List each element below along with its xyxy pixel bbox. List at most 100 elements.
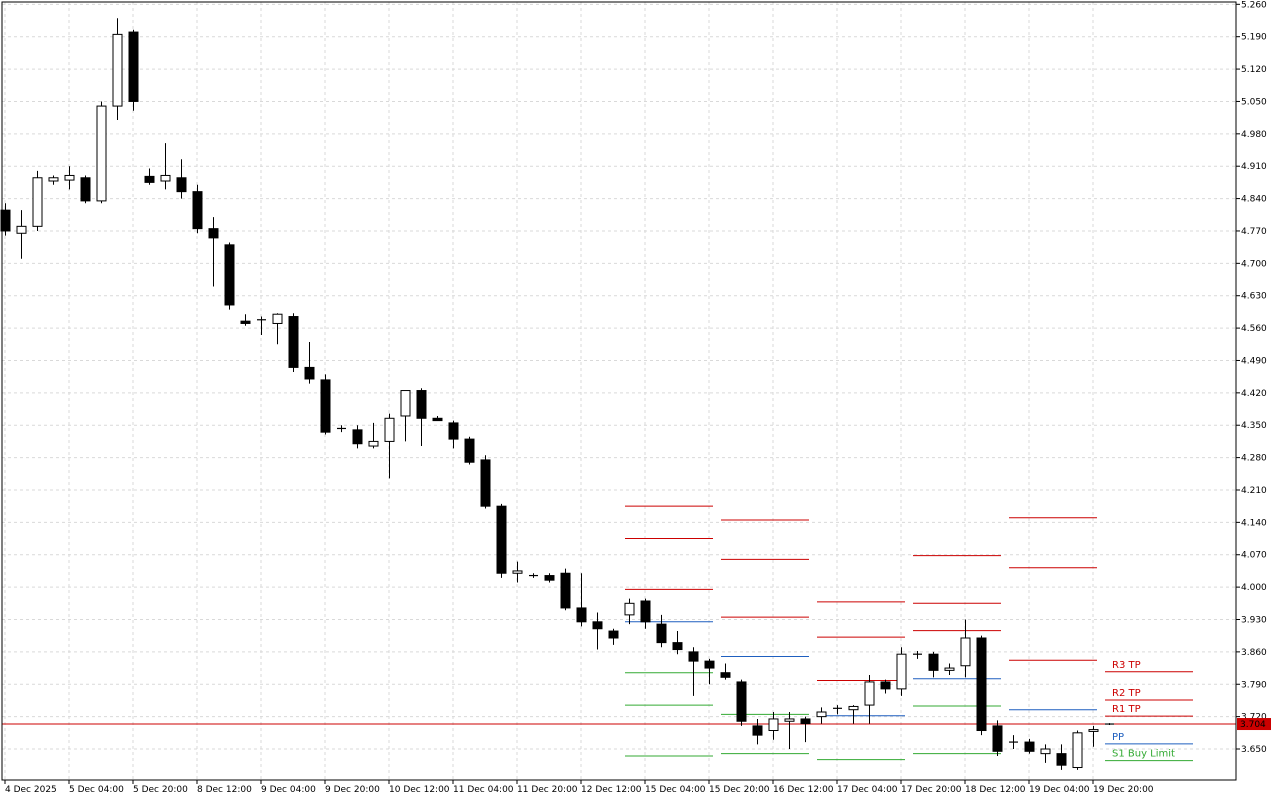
y-tick-label: 5.190	[1241, 33, 1267, 43]
y-tick-label: 4.140	[1241, 518, 1267, 528]
candle-body	[1088, 729, 1099, 732]
candle-body	[752, 725, 763, 736]
candle-body	[672, 642, 683, 651]
candle-body	[576, 607, 587, 623]
candle-body	[224, 244, 235, 306]
current-price-tag	[1237, 718, 1271, 731]
candle-body	[784, 718, 795, 722]
candle-body	[368, 440, 379, 447]
candles	[0, 18, 1114, 770]
level-labels: R3 TP R2 TP R1 TP PP S1 Buy Limit	[1112, 660, 1175, 760]
candle-body	[848, 705, 859, 711]
candle-body	[128, 31, 139, 102]
candle-body	[48, 177, 59, 182]
candle-body	[1024, 741, 1035, 752]
plot-border	[1, 1, 1237, 781]
candle-body	[656, 623, 667, 644]
y-tick-label: 3.790	[1241, 680, 1267, 690]
candle-body	[800, 718, 811, 725]
candle-body	[288, 316, 299, 368]
x-tick-label: 15 Dec 20:00	[709, 785, 770, 795]
candle-body	[448, 422, 459, 440]
x-tick-label: 8 Dec 12:00	[197, 785, 252, 795]
candle-body	[704, 660, 715, 669]
y-tick-label: 4.420	[1241, 389, 1267, 399]
pivot-label-s1: S1 Buy Limit	[1112, 749, 1175, 760]
candle-body	[464, 438, 475, 463]
y-tick-label: 5.120	[1241, 65, 1267, 75]
candle-body	[496, 505, 507, 574]
candle-body	[1040, 748, 1051, 755]
x-tick-label: 16 Dec 12:00	[773, 785, 834, 795]
candle-body	[688, 651, 699, 662]
candle-body	[720, 672, 731, 678]
current-price-label: 3.704	[1240, 720, 1266, 730]
candle-body	[512, 570, 523, 574]
candle-body	[944, 667, 955, 671]
x-tick-label: 15 Dec 04:00	[645, 785, 706, 795]
grid	[2, 2, 1236, 780]
candle-body	[160, 174, 171, 182]
x-tick-label: 17 Dec 20:00	[901, 785, 962, 795]
y-axis: 5.260 5.190 5.120 5.050 4.980 4.910 4.840 4.770…	[1236, 0, 1271, 755]
x-tick-label: 19 Dec 20:00	[1093, 785, 1154, 795]
candle-body	[32, 177, 43, 227]
x-tick-label: 10 Dec 12:00	[389, 785, 450, 795]
candle-body	[624, 602, 635, 616]
plot-frame	[1, 1, 1237, 781]
candle-body	[544, 575, 555, 581]
candle-body	[64, 174, 75, 181]
candle-body	[928, 653, 939, 671]
x-tick-label: 18 Dec 12:00	[965, 785, 1026, 795]
y-tick-label: 3.930	[1241, 615, 1267, 625]
pivot-label-pp: PP	[1112, 732, 1124, 743]
candle-body	[96, 105, 107, 202]
candle-body	[592, 621, 603, 630]
y-tick-label: 5.050	[1241, 97, 1267, 107]
x-tick-label: 11 Dec 20:00	[517, 785, 578, 795]
candle-body	[272, 313, 283, 324]
candle-body	[960, 637, 971, 667]
candle-body	[976, 637, 987, 732]
candle-body	[736, 681, 747, 722]
y-tick-label: 4.000	[1241, 583, 1267, 593]
candle-body	[112, 33, 123, 107]
y-tick-label: 3.720	[1241, 713, 1267, 723]
x-tick-label: 5 Dec 04:00	[69, 785, 124, 795]
candle-body	[640, 600, 651, 623]
y-tick-label: 3.860	[1241, 648, 1267, 658]
candle-body	[816, 711, 827, 718]
x-axis: 4 Dec 2025 5 Dec 04:00 5 Dec 20:00 8 Dec 12…	[4, 780, 1154, 795]
x-tick-label: 4 Dec 2025	[5, 785, 57, 795]
candle-body	[560, 572, 571, 609]
pivot-label-r1: R1 TP	[1112, 704, 1141, 715]
x-tick-label: 9 Dec 04:00	[261, 785, 316, 795]
y-tick-label: 3.650	[1241, 745, 1267, 755]
y-tick-label: 4.980	[1241, 130, 1267, 140]
y-tick-label: 4.770	[1241, 227, 1267, 237]
y-tick-label: 4.210	[1241, 486, 1267, 496]
candle-body	[16, 225, 27, 234]
y-tick-label: 4.560	[1241, 324, 1267, 334]
y-tick-label: 4.490	[1241, 356, 1267, 366]
candle-body	[176, 177, 187, 193]
y-tick-label: 4.910	[1241, 162, 1267, 172]
x-tick-label: 19 Dec 04:00	[1029, 785, 1090, 795]
candle-body	[608, 630, 619, 639]
candle-body	[240, 320, 251, 324]
candle-body	[400, 390, 411, 417]
y-tick-label: 4.700	[1241, 259, 1267, 269]
y-tick-label: 5.260	[1241, 0, 1267, 10]
x-tick-label: 5 Dec 20:00	[133, 785, 188, 795]
candle-body	[992, 725, 1003, 752]
y-tick-label: 4.280	[1241, 454, 1267, 464]
candle-body	[0, 209, 11, 232]
x-tick-label: 11 Dec 04:00	[453, 785, 514, 795]
candle-body	[864, 681, 875, 706]
candle-body	[352, 429, 363, 445]
x-tick-label: 9 Dec 20:00	[325, 785, 380, 795]
y-tick-label: 4.070	[1241, 551, 1267, 561]
candle-body	[768, 718, 779, 732]
